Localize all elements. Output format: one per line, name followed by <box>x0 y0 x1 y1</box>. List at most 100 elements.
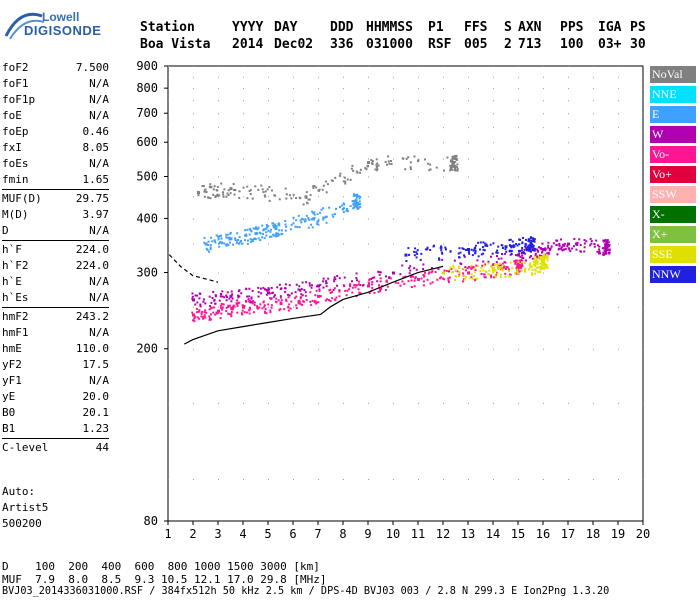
grid-dot <box>168 272 169 274</box>
echo-point <box>308 218 311 221</box>
parameter-row: foEp 0.46 <box>2 124 109 140</box>
echo-point <box>315 289 318 292</box>
echo-point <box>277 233 280 236</box>
echo-point <box>342 207 345 210</box>
echo-point <box>231 305 234 308</box>
echo-point <box>297 300 300 303</box>
echo-point <box>405 260 408 263</box>
echo-point <box>449 169 452 172</box>
grid-dot <box>568 88 569 90</box>
grid-dot <box>343 113 344 115</box>
grid-dot <box>393 402 394 404</box>
echo-point <box>451 159 454 162</box>
echo-point <box>510 246 513 249</box>
echo-point <box>226 236 229 239</box>
echo-point <box>248 309 251 312</box>
echo-point <box>530 272 533 275</box>
echo-point <box>497 245 500 248</box>
echo-point <box>534 269 537 272</box>
grid-dot <box>443 88 444 90</box>
parameter-group-profile: hmF2 243.2 hmF1 N/A hmE 110.0 yF2 17.5 yF1 N/A yE 2… <box>2 309 109 437</box>
echo-point <box>285 298 288 301</box>
grid-dot <box>243 113 244 115</box>
echo-point <box>472 266 475 269</box>
parameter-row: yF1 N/A <box>2 373 109 389</box>
echo-point <box>203 314 206 317</box>
parameter-value: 17.5 <box>82 358 110 371</box>
grid-dot <box>243 88 244 90</box>
grid-dot <box>218 142 219 144</box>
echo-point <box>606 241 609 244</box>
echo-point <box>503 265 506 268</box>
echo-point <box>357 288 360 291</box>
grid-dot <box>193 88 194 90</box>
echo-point <box>279 308 282 311</box>
echo-point <box>318 288 321 291</box>
grid-dot <box>643 176 644 178</box>
echo-point <box>260 292 263 295</box>
echo-point <box>605 240 608 243</box>
echo-point <box>295 219 298 222</box>
echo-point <box>211 296 214 299</box>
echo-point <box>354 205 357 208</box>
grid-dot <box>393 66 394 67</box>
grid-dot <box>268 176 269 178</box>
extrapolated-profile <box>168 254 219 283</box>
echo-point <box>384 160 387 163</box>
echo-point <box>583 250 586 253</box>
auto-program: Artist5 <box>2 501 49 514</box>
echo-point <box>386 280 389 283</box>
grid-dot <box>418 196 419 198</box>
grid-dot <box>343 402 344 404</box>
echo-point <box>287 305 290 308</box>
grid-dot <box>593 176 594 178</box>
echo-point <box>204 188 207 191</box>
echo-point <box>537 246 540 249</box>
echo-point <box>496 272 499 275</box>
echo-point <box>218 242 221 245</box>
echo-point <box>477 255 480 258</box>
echo-point <box>274 224 277 227</box>
echo-point <box>458 274 461 277</box>
echo-point <box>375 169 378 172</box>
echo-point <box>294 225 297 228</box>
echo-point <box>492 242 495 245</box>
echo-point <box>430 267 433 270</box>
grid-dot <box>393 479 394 481</box>
echo-point <box>211 240 214 243</box>
grid-dot <box>168 158 169 160</box>
footer-muf-row: MUF 7.9 8.0 8.5 9.3 10.5 12.1 17.0 29.8 … <box>2 573 327 586</box>
echo-point <box>305 298 308 301</box>
echo-point <box>541 242 544 245</box>
echo-point <box>483 264 486 267</box>
grid-dot <box>593 306 594 308</box>
echo-point <box>346 178 349 181</box>
echo-point <box>269 311 272 314</box>
grid-dot <box>493 218 494 220</box>
echo-point <box>441 252 444 255</box>
auto-label: Auto: <box>2 485 36 498</box>
echo-point <box>242 186 245 189</box>
echo-point <box>216 193 219 196</box>
echo-point <box>236 238 239 241</box>
divider <box>2 240 109 241</box>
grid-dot <box>418 218 419 220</box>
echo-point <box>259 232 262 235</box>
echo-point <box>608 252 611 255</box>
echo-point <box>343 203 346 206</box>
echo-point <box>346 289 349 292</box>
parameter-row: MUF(D) 29.75 <box>2 191 109 207</box>
parameter-value: N/A <box>89 93 109 106</box>
echo-point <box>448 268 451 271</box>
grid-dot <box>193 176 194 178</box>
echo-point <box>203 236 206 239</box>
echo-point <box>197 194 200 197</box>
grid-dot <box>343 196 344 198</box>
grid-dot <box>443 402 444 404</box>
parameter-row: foE N/A <box>2 108 109 124</box>
echo-point <box>371 163 374 166</box>
echo-point <box>449 266 452 269</box>
echo-point <box>271 222 274 225</box>
echo-point <box>252 300 255 303</box>
grid-dot <box>218 348 219 350</box>
